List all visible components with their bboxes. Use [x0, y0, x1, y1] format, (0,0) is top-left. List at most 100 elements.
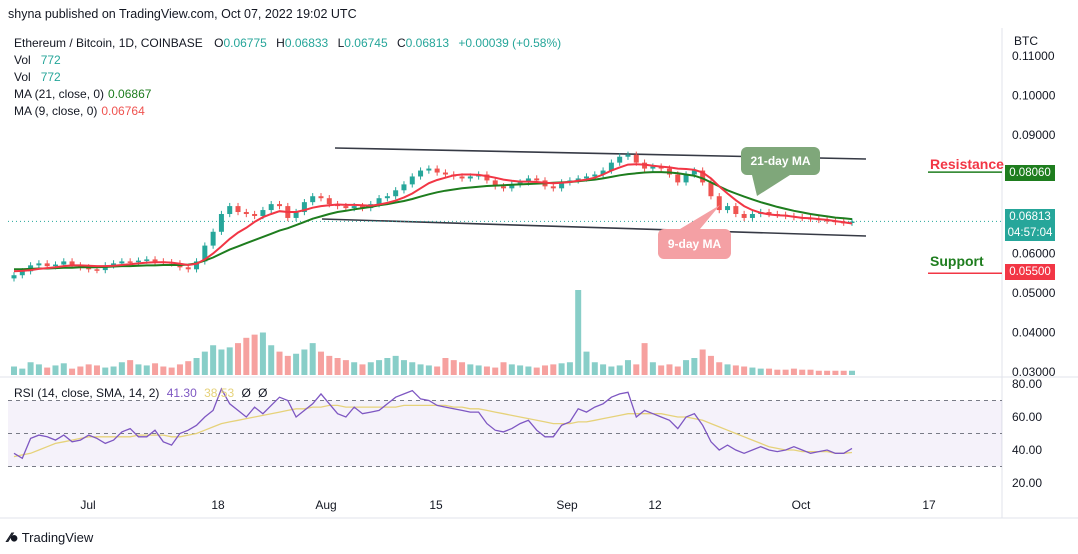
- rsi-tick-label: 60.00: [1012, 410, 1042, 424]
- candle-body: [243, 212, 249, 214]
- symbol-row: Ethereum / Bitcoin, 1D, COINBASE O0.0677…: [14, 35, 561, 52]
- candle-body: [86, 267, 92, 270]
- volume-bar: [400, 360, 407, 375]
- volume-bar: [691, 358, 698, 375]
- low-label: L: [337, 36, 345, 50]
- candle-body: [534, 178, 540, 181]
- support-price-tag: 0.05500: [1005, 264, 1055, 280]
- price-tick-label: 0.04000: [1012, 326, 1056, 340]
- time-tick-label: 18: [211, 498, 225, 512]
- candle-body: [69, 261, 75, 266]
- volume-bar: [649, 362, 656, 375]
- volume-bar: [425, 365, 432, 375]
- candle-body: [235, 206, 241, 213]
- volume-bar: [575, 290, 582, 375]
- volume-bar: [243, 337, 250, 375]
- volume-bar: [176, 364, 183, 375]
- volume-bar: [293, 353, 300, 375]
- volume-bar: [276, 351, 283, 375]
- rsi-tick-label: 80.00: [1012, 377, 1042, 391]
- candle-body: [135, 260, 141, 263]
- rsi-extra-2: Ø: [258, 386, 268, 400]
- candle-body: [44, 263, 50, 267]
- candle-body: [633, 154, 639, 163]
- volume-bar: [475, 365, 482, 375]
- current-price-tag: 0.06813 04:57:04: [1005, 209, 1055, 241]
- candle-body: [359, 206, 365, 209]
- volume-bar: [624, 360, 631, 375]
- candle-body: [459, 176, 465, 179]
- price-tick-label: 0.11000: [1012, 49, 1055, 63]
- volume-bar: [268, 345, 275, 375]
- resistance-label: Resistance: [930, 156, 1004, 172]
- volume-bar: [93, 365, 100, 375]
- ma9-label: MA (9, close, 0): [14, 104, 98, 118]
- volume-bar: [558, 363, 565, 375]
- candle-body: [725, 206, 731, 211]
- high-value: 0.06833: [284, 36, 329, 50]
- footer-brand[interactable]: ⁄⁄⦁ TradingView: [8, 529, 93, 546]
- price-tick-label: 0.05000: [1012, 286, 1056, 300]
- publish-line: shyna published on TradingView.com, Oct …: [8, 7, 357, 21]
- price-tick-label: 0.10000: [1012, 89, 1056, 103]
- vol-label: Vol: [14, 53, 31, 67]
- volume-bar: [824, 370, 831, 375]
- volume-bar: [566, 362, 573, 375]
- candle-body: [625, 154, 631, 157]
- candle-body: [111, 263, 117, 266]
- candle-body: [210, 231, 216, 246]
- candle-body: [218, 214, 224, 232]
- candle-body: [741, 214, 747, 218]
- volume-bar: [517, 365, 524, 375]
- candle-body: [600, 170, 606, 175]
- volume-bar: [724, 364, 731, 375]
- volume-bar: [193, 358, 200, 375]
- candle-body: [583, 176, 589, 179]
- volume-bar: [160, 366, 167, 375]
- candle-body: [467, 176, 473, 179]
- volume-bar: [799, 369, 806, 375]
- candle-body: [384, 196, 390, 199]
- candle-body: [650, 166, 656, 169]
- candle-body: [52, 264, 58, 267]
- volume-bar: [434, 366, 441, 375]
- volume-bar: [707, 355, 714, 375]
- candle-body: [642, 162, 648, 169]
- volume-bar: [201, 351, 208, 375]
- time-tick-label: Sep: [556, 498, 578, 512]
- candle-body: [492, 180, 498, 187]
- volume-bar: [658, 365, 665, 375]
- price-tick-label: 0.06000: [1012, 247, 1056, 261]
- vol-row-1: Vol 772: [14, 52, 561, 69]
- candle-body: [575, 178, 581, 181]
- volume-bar: [583, 351, 590, 375]
- price-tick-label: 0.03000: [1012, 365, 1056, 379]
- volume-bar: [442, 358, 449, 375]
- rsi-label: RSI (14, close, SMA, 14, 2): [14, 386, 160, 400]
- candle-body: [683, 174, 689, 183]
- candle-body: [318, 196, 324, 199]
- candle-body: [268, 204, 274, 211]
- ma21-callout-pointer: [752, 175, 790, 196]
- volume-bar: [492, 367, 499, 375]
- candle-body: [675, 174, 681, 183]
- volume-bar: [542, 365, 549, 375]
- volume-bar: [849, 370, 855, 375]
- time-tick-label: Jul: [80, 498, 95, 512]
- volume-bar: [19, 368, 26, 375]
- candle-body: [227, 206, 233, 214]
- candle-body: [61, 261, 67, 265]
- ma9-row: MA (9, close, 0) 0.06764: [14, 103, 561, 120]
- price-tick-label: 0.09000: [1012, 128, 1056, 142]
- volume-bar: [716, 362, 723, 375]
- candle-body: [401, 184, 407, 191]
- volume-bar: [168, 367, 175, 375]
- volume-bar: [666, 364, 673, 375]
- candle-body: [351, 206, 357, 209]
- volume-bar: [367, 362, 374, 375]
- volume-bar: [766, 368, 773, 375]
- volume-bar: [832, 370, 839, 375]
- candle-body: [733, 206, 739, 214]
- volume-bar: [790, 368, 797, 375]
